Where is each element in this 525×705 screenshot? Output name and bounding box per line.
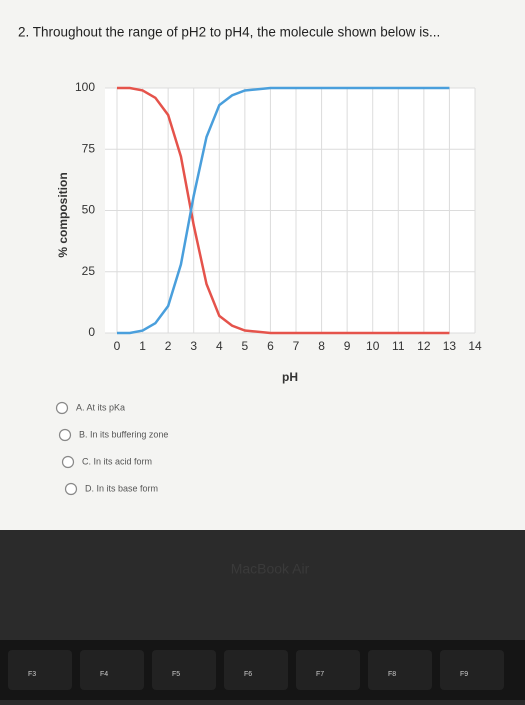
key-label: F7 — [316, 671, 324, 678]
x-tick-label: 3 — [190, 339, 197, 353]
y-tick-label: 50 — [82, 203, 96, 217]
radio-button[interactable] — [58, 428, 72, 442]
key-label: F6 — [244, 671, 252, 678]
y-tick-label: 100 — [75, 80, 95, 94]
key-label: F9 — [460, 671, 468, 678]
x-tick-label: 14 — [468, 339, 482, 353]
radio-button[interactable] — [55, 401, 69, 415]
x-tick-label: 7 — [293, 339, 300, 353]
x-tick-label: 10 — [366, 339, 380, 353]
bezel — [0, 530, 525, 640]
key — [80, 650, 144, 690]
x-tick-label: 4 — [216, 339, 223, 353]
y-axis-label: % composition — [56, 172, 70, 257]
x-tick-label: 6 — [267, 339, 274, 353]
x-tick-label: 0 — [114, 339, 121, 353]
x-tick-label: 13 — [443, 339, 457, 353]
x-tick-label: 5 — [242, 339, 249, 353]
key-label: F8 — [388, 671, 396, 678]
option-label[interactable]: B. In its buffering zone — [79, 429, 168, 439]
key-label: F3 — [28, 671, 36, 678]
key — [296, 650, 360, 690]
radio-button[interactable] — [64, 482, 78, 496]
option-label[interactable]: A. At its pKa — [76, 402, 125, 412]
x-tick-label: 11 — [392, 339, 405, 353]
key-label: F4 — [100, 671, 108, 678]
line-series — [117, 86, 450, 335]
key — [224, 650, 288, 690]
radio-button[interactable] — [61, 455, 75, 469]
key — [368, 650, 432, 690]
x-tick-label: 1 — [139, 339, 146, 353]
keys: F3 F4 F5 F6 F7 F8 F9 — [8, 650, 504, 690]
y-tick-label: 0 — [88, 325, 95, 339]
key — [440, 650, 504, 690]
key-label: F5 — [172, 671, 180, 678]
y-tick-label: 25 — [82, 264, 96, 278]
brand: MacBook Air — [231, 561, 310, 577]
question-text: 2. Throughout the range of pH2 to pH4, t… — [18, 25, 440, 40]
option-label[interactable]: C. In its acid form — [82, 456, 152, 466]
x-tick-label: 12 — [417, 339, 431, 353]
key — [8, 650, 72, 690]
x-tick-label: 2 — [165, 339, 172, 353]
line-series — [117, 86, 450, 335]
x-tick-label: 9 — [344, 339, 351, 353]
x-axis-label: pH — [282, 370, 298, 384]
y-tick-label: 75 — [82, 141, 96, 155]
key — [152, 650, 216, 690]
option-label[interactable]: D. In its base form — [85, 483, 158, 493]
x-tick-label: 8 — [318, 339, 325, 353]
options: A. At its pKa B. In its buffering zone C. … — [55, 401, 168, 496]
